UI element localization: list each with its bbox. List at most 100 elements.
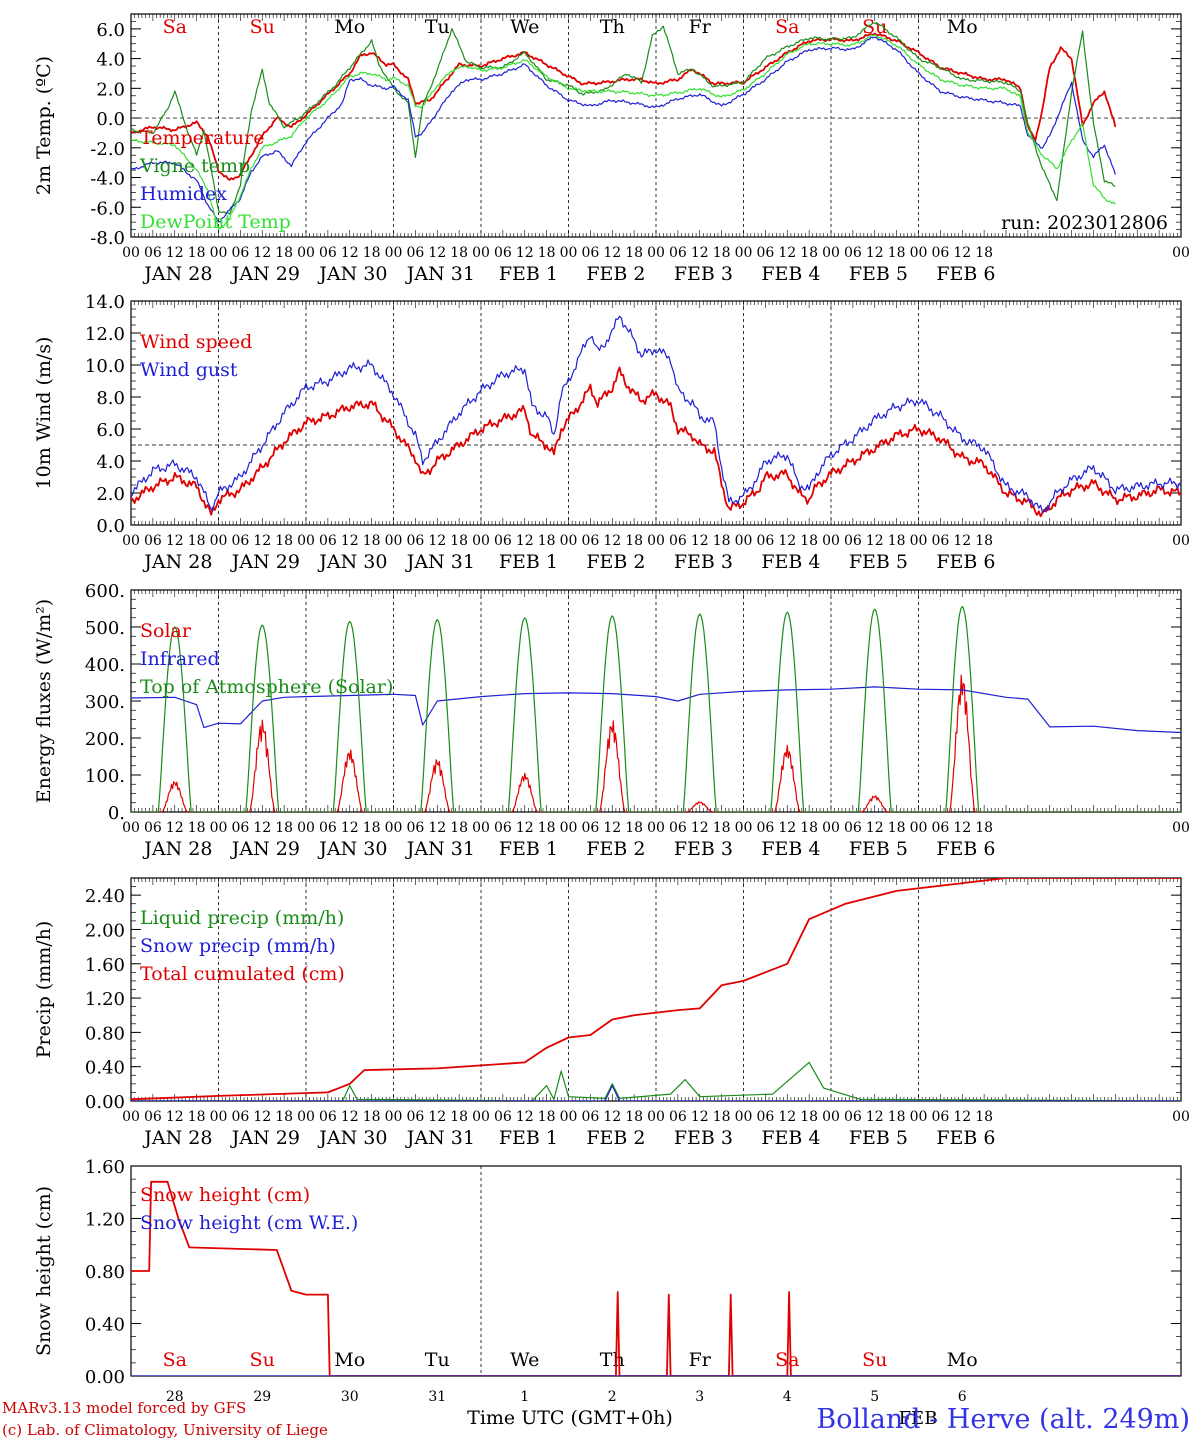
hour-tick-label: 06 [406, 533, 424, 549]
series-line-vigne-temp [131, 22, 1116, 215]
hour-tick-label: 06 [844, 533, 862, 549]
day-number-label: 30 [341, 1389, 359, 1405]
month-label: FEB [899, 1408, 938, 1429]
y-tick-label: 300. [85, 692, 125, 713]
date-label: JAN 29 [230, 551, 300, 573]
hour-tick-label: 00 [1172, 820, 1190, 836]
hour-tick-label: 06 [581, 820, 599, 836]
y-tick-label: 4.0 [96, 50, 125, 71]
date-label: JAN 30 [317, 1127, 387, 1149]
hour-tick-label: 06 [319, 1109, 337, 1125]
hour-tick-label: 12 [253, 1109, 271, 1125]
hour-tick-label: 06 [669, 245, 687, 261]
hour-tick-label: 12 [953, 533, 971, 549]
hour-tick-label: 06 [406, 245, 424, 261]
hour-tick-label: 18 [800, 533, 818, 549]
hour-tick-label: 00 [647, 820, 665, 836]
hour-tick-label: 00 [822, 245, 840, 261]
day-of-week-label: Su [250, 16, 275, 38]
date-label: FEB 6 [936, 263, 995, 285]
hour-tick-label: 06 [844, 820, 862, 836]
hour-tick-label: 18 [188, 533, 206, 549]
date-label: JAN 30 [317, 263, 387, 285]
day-of-week-label: Mo [334, 1349, 365, 1371]
series-line-snow-height-cm- [131, 1180, 1181, 1376]
hour-tick-label: 18 [538, 245, 556, 261]
y-tick-label: 0.00 [85, 1092, 125, 1113]
hour-tick-label: 00 [122, 533, 140, 549]
date-label: FEB 1 [499, 551, 558, 573]
panel-wind: 0.0 2.0 4.0 6.0 8.0 10.0 12.0 14.0 10m Wind (m/s… [33, 292, 1190, 573]
hour-tick-label: 00 [735, 820, 753, 836]
hour-tick-label: 18 [363, 245, 381, 261]
hour-tick-label: 00 [560, 820, 578, 836]
credit-line-2: (c) Lab. of Climatology, University of L… [2, 1421, 328, 1439]
hour-tick-label: 18 [450, 245, 468, 261]
hour-tick-label: 18 [625, 533, 643, 549]
hour-tick-label: 06 [494, 1109, 512, 1125]
hour-tick-label: 18 [188, 820, 206, 836]
hour-tick-label: 12 [516, 245, 534, 261]
legend-entry: Snow height (cm W.E.) [140, 1212, 358, 1234]
hour-tick-label: 18 [538, 1109, 556, 1125]
hour-tick-label: 18 [450, 820, 468, 836]
x-axis-label: Time UTC (GMT+0h) [467, 1407, 673, 1429]
day-of-week-label: Fr [689, 16, 712, 38]
date-label: FEB 3 [674, 1127, 733, 1149]
hour-tick-label: 06 [931, 245, 949, 261]
hour-tick-label: 06 [406, 820, 424, 836]
y-tick-label: -6.0 [90, 198, 125, 219]
hour-tick-label: 00 [735, 245, 753, 261]
hour-tick-label: 18 [975, 820, 993, 836]
y-tick-label: 0. [108, 803, 125, 824]
y-tick-label: 600. [85, 581, 125, 602]
y-tick-label: 6.0 [96, 20, 125, 41]
y-tick-label: 200. [85, 729, 125, 750]
hour-tick-label: 00 [560, 245, 578, 261]
hour-tick-label: 12 [341, 1109, 359, 1125]
date-label: FEB 2 [586, 551, 645, 573]
series-line-dewpoint-temp [131, 34, 1116, 230]
hour-tick-label: 12 [953, 1109, 971, 1125]
hour-tick-label: 06 [406, 1109, 424, 1125]
hour-tick-label: 00 [735, 533, 753, 549]
hour-tick-label: 18 [800, 820, 818, 836]
y-tick-label: 6.0 [96, 420, 125, 441]
legend-entry: Snow precip (mm/h) [140, 935, 336, 957]
hour-tick-label: 06 [231, 820, 249, 836]
day-number-label: 5 [870, 1389, 879, 1405]
date-label: FEB 6 [936, 551, 995, 573]
y-tick-label: 0.0 [96, 109, 125, 130]
y-tick-label: 2.0 [96, 484, 125, 505]
day-number-label: 3 [695, 1389, 704, 1405]
series-line-solar [131, 674, 1181, 812]
hour-tick-label: 18 [625, 245, 643, 261]
hour-tick-label: 00 [1172, 245, 1190, 261]
hour-tick-label: 00 [122, 245, 140, 261]
hour-tick-label: 18 [275, 245, 293, 261]
y-axis-label: Precip (mm/h) [33, 921, 55, 1059]
hour-tick-label: 12 [253, 245, 271, 261]
hour-tick-label: 06 [144, 1109, 162, 1125]
hour-tick-label: 12 [428, 820, 446, 836]
legend-entry: Humidex [140, 183, 227, 205]
hour-tick-label: 06 [231, 533, 249, 549]
hour-tick-label: 12 [516, 1109, 534, 1125]
hour-tick-label: 12 [603, 533, 621, 549]
day-number-label: 4 [783, 1389, 792, 1405]
day-of-week-label: Mo [334, 16, 365, 38]
hour-tick-label: 00 [472, 820, 490, 836]
hour-tick-label: 00 [647, 245, 665, 261]
hour-tick-label: 06 [756, 245, 774, 261]
hour-tick-label: 00 [910, 820, 928, 836]
hour-tick-label: 12 [166, 245, 184, 261]
hour-tick-label: 00 [1172, 533, 1190, 549]
y-axis-label: Energy fluxes (W/m²) [33, 599, 55, 803]
hour-tick-label: 18 [275, 533, 293, 549]
hour-tick-label: 00 [210, 1109, 228, 1125]
y-tick-label: 500. [85, 618, 125, 639]
hour-tick-label: 18 [275, 820, 293, 836]
date-label: JAN 28 [142, 838, 212, 860]
day-of-week-label: Sa [775, 16, 799, 38]
series-line-temperature [131, 32, 1117, 181]
